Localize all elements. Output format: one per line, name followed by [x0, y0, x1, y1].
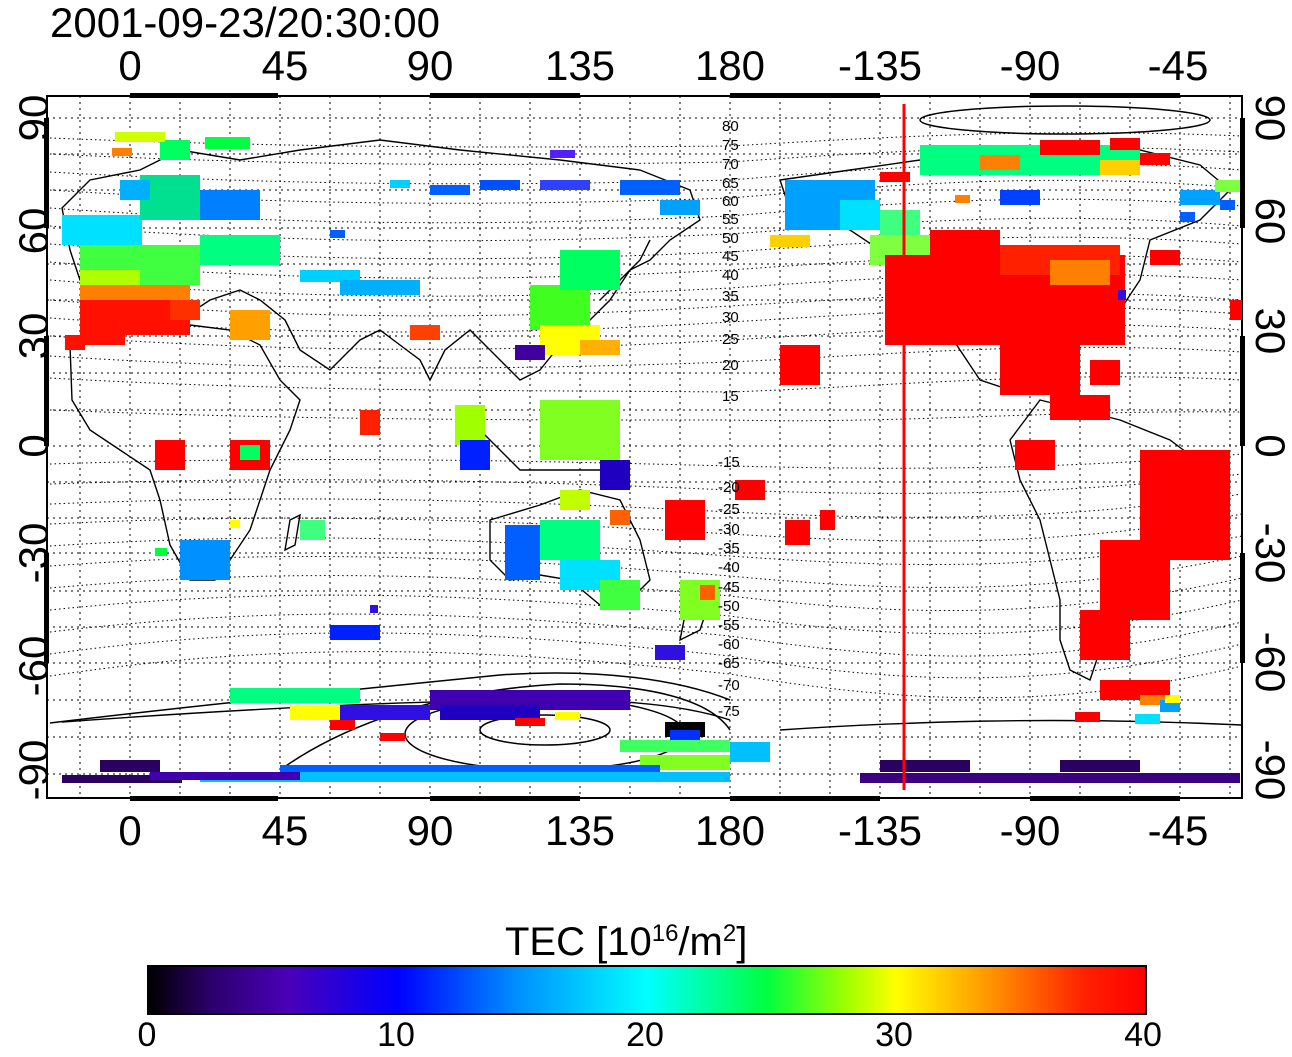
- bottom-lon-label: 90: [406, 807, 454, 854]
- top-lon-label: -45: [1147, 42, 1209, 89]
- bottom-lon-label: 0: [118, 807, 142, 854]
- bottom-lon-label: 45: [261, 807, 309, 854]
- contour-labels-south: -15 -20 -25 -30 -35 -40 -45 -50 -55 -60 …: [718, 454, 740, 720]
- colorbar-tick-label: 10: [377, 1016, 415, 1054]
- contour-label: 30: [722, 309, 739, 326]
- contour-label: 60: [722, 193, 739, 210]
- top-lon-label: 180: [694, 42, 766, 89]
- colorbar-title: TEC [1016/m2]: [505, 912, 747, 964]
- top-lon-label: 135: [544, 42, 616, 89]
- contour-label: 70: [722, 156, 739, 173]
- top-lon-label: -135: [837, 42, 923, 89]
- madagascar-outline: [284, 513, 301, 552]
- colorbar-title-prefix: TEC [10: [505, 920, 652, 964]
- timestamp-label: 2001-09-23/20:30:00: [50, 0, 440, 46]
- contour-label: 20: [722, 357, 739, 374]
- tec-map: 80 75 70 65 60 55 50 45 40 35 30 25 20 1…: [44, 93, 1245, 801]
- colorbar-title-exponent: 16: [651, 920, 679, 947]
- top-lon-label: 90: [406, 42, 454, 89]
- contour-label: 15: [722, 388, 739, 405]
- top-lon-label: 45: [261, 42, 309, 89]
- contour-label: 55: [722, 211, 739, 228]
- colorbar: [147, 965, 1147, 1015]
- africa-outline: [69, 324, 301, 581]
- frame-ribbon: [44, 93, 1245, 801]
- bottom-lon-label: 180: [694, 807, 766, 854]
- contour-label: 40: [722, 267, 739, 284]
- contour-label: -65: [718, 655, 740, 672]
- top-lon-label: -90: [999, 42, 1061, 89]
- contour-label: -75: [718, 703, 740, 720]
- contour-labels-north: 80 75 70 65 60 55 50 45 40 35 30 25 20 1…: [722, 118, 739, 405]
- bottom-lon-label: -45: [1147, 807, 1209, 854]
- contour-label: -70: [718, 677, 740, 694]
- contour-label: 65: [722, 175, 739, 192]
- tec-patches: [62, 132, 1242, 783]
- contour-label: 50: [722, 230, 739, 247]
- contour-label: -20: [718, 479, 740, 496]
- contour-label: -35: [718, 540, 740, 557]
- contour-label: -55: [718, 617, 740, 634]
- colorbar-title-unit-exponent: 2: [722, 920, 737, 947]
- bottom-lon-label: -135: [837, 807, 923, 854]
- contour-label: 35: [722, 288, 739, 305]
- colorbar-tick-label: 30: [875, 1016, 913, 1054]
- contour-label: 75: [722, 137, 739, 154]
- colorbar-tick-label: 20: [626, 1016, 664, 1054]
- bottom-lon-label: -90: [999, 807, 1061, 854]
- colorbar-title-suffix: ]: [736, 920, 748, 964]
- contour-label: -25: [718, 501, 740, 518]
- contour-label: 45: [722, 248, 739, 265]
- bottom-lon-label: 135: [544, 807, 616, 854]
- contour-label: -45: [718, 579, 740, 596]
- colorbar-title-unit: /m: [678, 920, 723, 964]
- colorbar-tick-label: 40: [1124, 1016, 1162, 1054]
- contour-label: -15: [718, 454, 740, 471]
- top-lon-label: 0: [118, 42, 142, 89]
- contour-label: -50: [718, 598, 740, 615]
- contour-label: 80: [722, 118, 739, 135]
- contour-label: -40: [718, 559, 740, 576]
- contour-label: -60: [718, 636, 740, 653]
- contour-label: -30: [718, 521, 740, 538]
- contour-label: 25: [722, 331, 739, 348]
- colorbar-tick-label: 0: [137, 1016, 157, 1054]
